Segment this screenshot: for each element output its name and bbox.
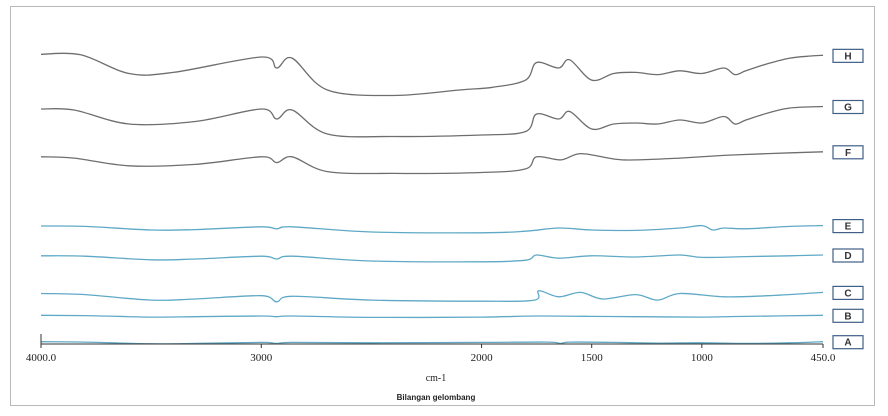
series-line-b xyxy=(40,314,824,319)
legend-box-f xyxy=(832,145,864,160)
chart-frame: 4000.0 3000 2000 1500 1000 450.0 H G F E D C B A cm-… xyxy=(10,6,875,406)
legend-item-c: C xyxy=(832,285,864,300)
series-line-g xyxy=(40,105,824,138)
legend-item-g: G xyxy=(832,99,864,115)
x-tick-label-1500: 1500 xyxy=(581,352,604,364)
legend-box-g xyxy=(832,99,864,115)
legend-item-e: E xyxy=(832,219,864,234)
series-line-d xyxy=(40,254,824,263)
legend-label-e: E xyxy=(845,222,852,233)
x-axis-title: Bilangan gelombang xyxy=(397,393,476,402)
x-tick-label-2000: 2000 xyxy=(471,352,494,364)
ir-spectrum-chart: 4000.0 3000 2000 1500 1000 450.0 H G F E D C B A cm-… xyxy=(26,48,864,402)
series-line-c xyxy=(40,290,824,303)
x-unit-label: cm-1 xyxy=(426,373,447,384)
legend-box-e xyxy=(832,219,864,234)
legend-label-h: H xyxy=(844,51,851,62)
legend-item-a: A xyxy=(832,335,864,350)
legend-layer: H G F E D C B A xyxy=(832,48,864,350)
legend-item-b: B xyxy=(832,308,864,323)
legend-label-c: C xyxy=(844,288,851,299)
legend-box-b xyxy=(832,308,864,323)
axis-layer: 4000.0 3000 2000 1500 1000 450.0 xyxy=(26,334,836,364)
x-tick-label-3000: 3000 xyxy=(250,352,273,364)
legend-label-g: G xyxy=(844,103,852,114)
series-layer xyxy=(40,52,824,345)
series-line-e xyxy=(40,224,824,234)
legend-box-h xyxy=(832,48,864,63)
series-line-h xyxy=(40,52,824,97)
legend-box-a xyxy=(832,335,864,350)
series-line-f xyxy=(40,151,824,175)
x-tick-label-1000: 1000 xyxy=(691,352,714,364)
legend-label-f: F xyxy=(845,148,851,159)
legend-item-f: F xyxy=(832,145,864,160)
legend-box-c xyxy=(832,285,864,300)
legend-box-d xyxy=(832,248,864,263)
x-tick-label-450.0: 450.0 xyxy=(811,352,836,364)
series-line-a xyxy=(40,341,824,345)
legend-label-b: B xyxy=(844,311,851,322)
legend-label-d: D xyxy=(844,251,851,262)
legend-label-a: A xyxy=(844,338,851,349)
legend-item-h: H xyxy=(832,48,864,63)
legend-item-d: D xyxy=(832,248,864,263)
x-tick-label-4000.0: 4000.0 xyxy=(26,352,57,364)
